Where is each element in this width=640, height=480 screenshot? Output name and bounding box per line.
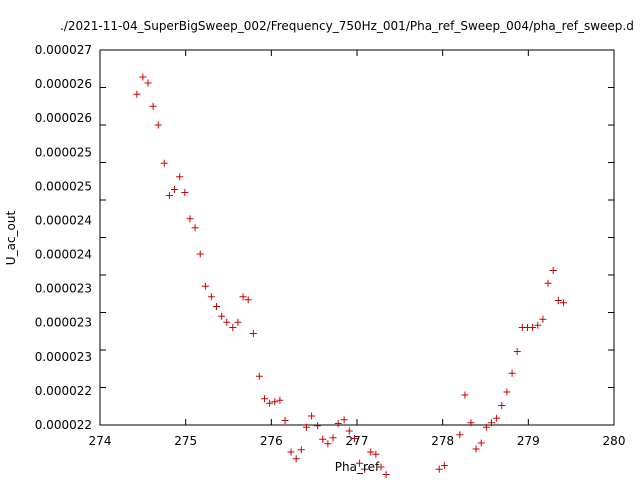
data-point — [559, 299, 567, 307]
data-point — [276, 396, 284, 404]
data-point — [314, 422, 322, 430]
x-tick-label: 276 — [260, 434, 283, 448]
data-point — [493, 414, 501, 422]
data-point — [287, 448, 295, 456]
data-point — [255, 372, 263, 380]
x-tick-label: 278 — [431, 434, 454, 448]
y-tick-label: 0.000024 — [35, 248, 92, 262]
data-point — [271, 398, 279, 406]
y-axis-label: U_ac_out — [4, 211, 18, 266]
data-point — [461, 391, 469, 399]
data-point — [372, 450, 380, 458]
data-point — [477, 439, 485, 447]
y-tick-label: 0.000024 — [35, 213, 92, 227]
data-point — [133, 90, 141, 98]
y-tick-label: 0.000022 — [35, 418, 92, 432]
data-point — [350, 435, 358, 442]
data-point — [472, 445, 480, 453]
data-point — [544, 279, 552, 287]
data-point — [186, 215, 194, 223]
data-point — [171, 186, 179, 193]
y-axis: 0.000022 0.000022 0.000023 0.000023 0.000023… — [35, 43, 614, 432]
data-point — [223, 318, 231, 326]
data-point — [181, 189, 189, 196]
data-point — [456, 431, 464, 439]
x-axis: 274 275 276 277 278 279 280 — [89, 50, 626, 448]
y-tick-label: 0.000022 — [35, 384, 92, 398]
data-point — [266, 399, 274, 407]
y-tick-label: 0.000025 — [35, 145, 92, 159]
data-point — [234, 318, 242, 326]
y-tick-label: 0.000027 — [35, 43, 92, 57]
data-point — [239, 293, 247, 301]
y-tick-label: 0.000023 — [35, 350, 92, 364]
data-point — [149, 102, 157, 110]
data-point — [529, 324, 537, 331]
data-point — [154, 121, 162, 129]
data-point — [213, 303, 221, 310]
data-point — [549, 267, 557, 274]
data-point — [356, 459, 364, 467]
data-point — [508, 369, 516, 377]
chart-title: ./2021-11-04_SuperBigSweep_002/Frequency… — [60, 19, 634, 33]
data-point — [382, 471, 390, 478]
data-point — [260, 395, 268, 403]
data-point — [297, 446, 305, 454]
y-tick-label: 0.000026 — [35, 111, 92, 125]
x-tick-label: 275 — [174, 434, 197, 448]
data-point — [139, 73, 147, 81]
data-point — [334, 420, 342, 427]
x-tick-label: 277 — [346, 434, 369, 448]
x-tick-label: 279 — [517, 434, 540, 448]
data-point — [292, 455, 300, 463]
data-point — [201, 282, 209, 290]
data-point — [361, 465, 369, 473]
y-tick-label: 0.000026 — [35, 77, 92, 91]
data-point — [319, 435, 327, 443]
data-point — [345, 427, 353, 435]
data-point — [176, 173, 184, 181]
data-point — [249, 330, 257, 337]
data-point — [377, 463, 385, 471]
y-tick-label: 0.000023 — [35, 316, 92, 330]
data-point — [440, 462, 448, 469]
data-point — [435, 465, 443, 473]
data-point — [367, 448, 375, 456]
y-tick-label: 0.000023 — [35, 282, 92, 296]
data-point — [482, 423, 490, 431]
data-point — [554, 297, 562, 304]
data-point — [207, 293, 215, 301]
data-point — [302, 423, 310, 431]
y-tick-label: 0.000025 — [35, 179, 92, 193]
data-points — [133, 73, 567, 478]
x-tick-label: 274 — [89, 434, 112, 448]
data-point — [160, 159, 168, 167]
x-axis-label: Pha_ref — [335, 460, 380, 474]
data-point — [324, 440, 332, 448]
x-tick-label: 280 — [603, 434, 626, 448]
data-point — [487, 419, 495, 427]
data-point — [340, 416, 348, 424]
data-point — [218, 312, 226, 320]
data-point — [539, 315, 547, 323]
data-point — [244, 296, 252, 304]
data-point — [308, 412, 316, 420]
data-point — [281, 417, 289, 424]
data-point — [196, 250, 204, 258]
data-point — [165, 192, 173, 199]
data-point — [534, 321, 542, 329]
data-point — [229, 324, 237, 331]
data-point — [498, 402, 506, 409]
data-point — [467, 419, 475, 427]
data-point — [503, 388, 511, 396]
data-point — [191, 224, 199, 232]
data-point — [144, 79, 152, 87]
data-point — [329, 434, 337, 442]
data-point — [513, 348, 521, 355]
